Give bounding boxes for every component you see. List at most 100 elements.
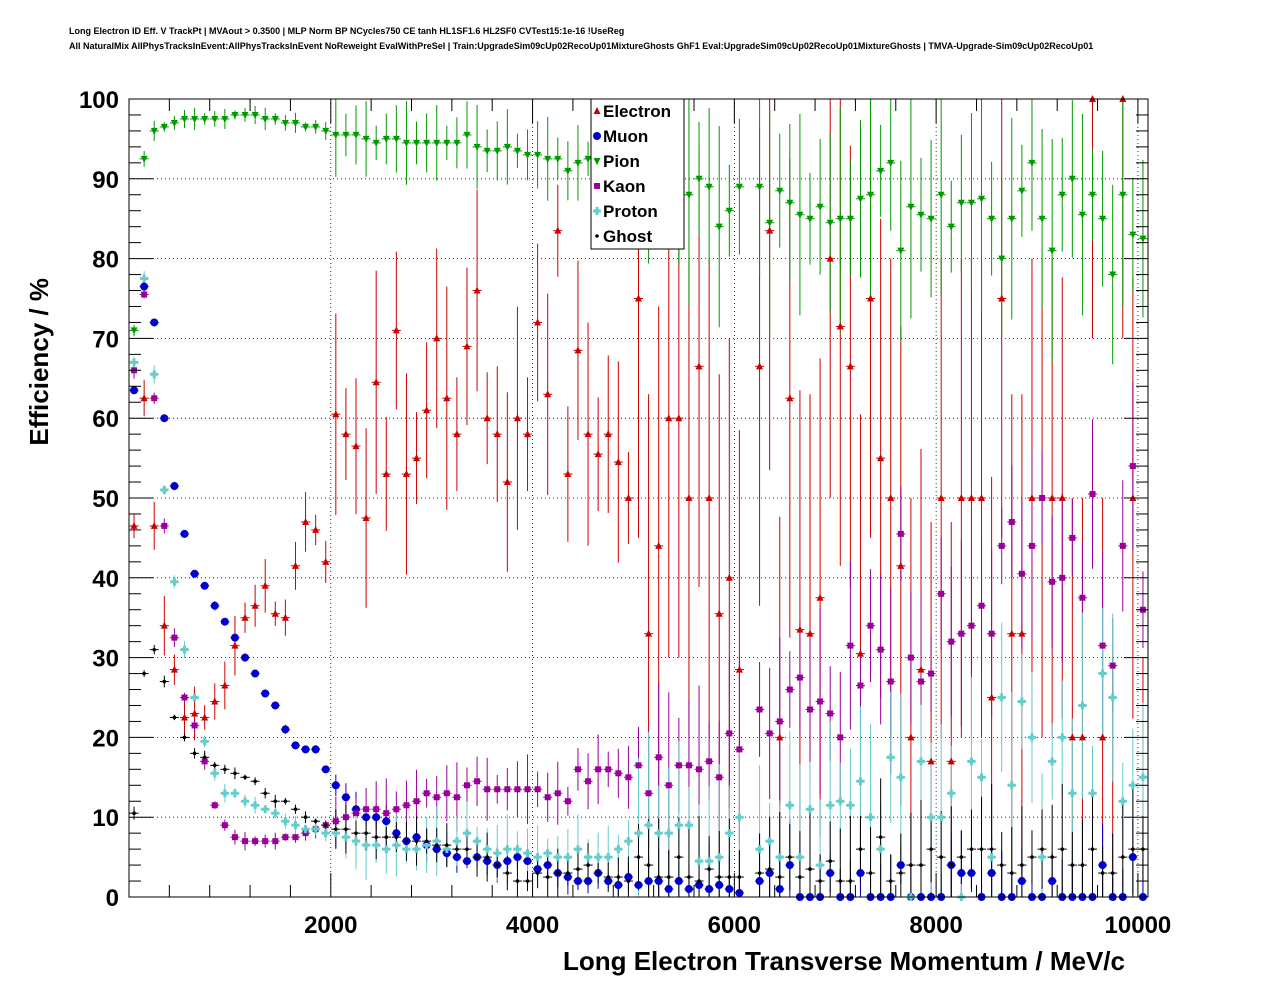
kaon-point: [988, 630, 995, 637]
muon-point: [624, 873, 633, 882]
proton-point: [523, 849, 532, 858]
electron-point: [685, 494, 693, 501]
kaon-point: [948, 638, 955, 645]
proton-point: [836, 797, 845, 806]
proton-point: [806, 805, 815, 814]
muon-point: [563, 873, 572, 882]
proton-point: [876, 845, 885, 854]
proton-point: [563, 853, 572, 862]
proton-point: [644, 821, 653, 830]
pion-point: [150, 127, 158, 135]
proton-point: [775, 853, 784, 862]
ghost-point: [223, 767, 227, 772]
pion-point: [291, 119, 299, 127]
electron-point: [1058, 494, 1066, 501]
ghost-point: [626, 879, 631, 883]
proton-point: [241, 797, 250, 806]
pion-point: [433, 139, 441, 147]
ghost-point: [1131, 847, 1135, 851]
ghost-point: [1009, 871, 1014, 875]
electron-point: [695, 362, 703, 370]
ghost-point: [253, 779, 257, 784]
proton-point: [1098, 669, 1107, 678]
kaon-point: [474, 778, 481, 785]
ghost-point: [263, 791, 268, 796]
kaon-point: [837, 734, 844, 741]
kaon-point: [494, 786, 501, 793]
pion-point: [544, 155, 552, 163]
pion-point: [715, 223, 723, 231]
muon-point: [160, 414, 169, 423]
pion-point: [211, 115, 219, 123]
proton-point: [715, 853, 724, 862]
muon-point: [664, 885, 673, 894]
electron-point: [635, 294, 642, 302]
muon-point: [513, 853, 522, 862]
kaon-point: [665, 782, 672, 789]
ghost-point: [798, 875, 802, 879]
kaon-point: [413, 798, 420, 805]
ghost-point: [434, 843, 439, 847]
pion-point: [856, 195, 864, 203]
muon-point: [967, 869, 976, 878]
ghost-point: [707, 867, 711, 871]
ghost-point: [1050, 855, 1054, 859]
electron-point: [836, 322, 844, 330]
pion-point: [423, 139, 431, 147]
kaon-point: [685, 762, 692, 769]
electron-point: [624, 494, 632, 501]
proton-point: [533, 853, 542, 862]
ghost-point: [212, 763, 217, 768]
kaon-point: [181, 694, 188, 701]
electron-point: [302, 517, 310, 525]
muon-point: [140, 282, 149, 291]
kaon-point: [141, 291, 148, 298]
kaon-point: [211, 802, 218, 809]
pion-point: [1038, 215, 1046, 223]
proton-point: [442, 845, 451, 854]
electron-point: [1008, 629, 1016, 637]
muon-point: [130, 386, 139, 395]
kaon-point: [201, 758, 208, 765]
electron-point: [362, 513, 370, 521]
muon-point: [331, 781, 340, 790]
proton-point: [200, 737, 209, 746]
electron-point: [1078, 733, 1086, 741]
ghost-point: [505, 871, 510, 875]
kaon-point: [726, 730, 733, 737]
pion-point: [836, 215, 844, 223]
ghost-point: [152, 647, 157, 652]
pion-point: [170, 119, 178, 127]
proton-point: [594, 853, 603, 862]
kaon-point: [393, 806, 400, 813]
pion-point: [1119, 191, 1127, 199]
ghost-point: [344, 827, 348, 831]
electron-point: [372, 378, 380, 386]
proton-point: [543, 849, 552, 858]
pion-point: [735, 183, 743, 191]
electron-point: [261, 581, 269, 589]
electron-point: [988, 693, 996, 701]
ghost-point: [1060, 847, 1065, 851]
electron-point: [160, 621, 168, 629]
kaon-point: [716, 774, 723, 781]
y-tick-label: 70: [92, 326, 119, 353]
ghost-point: [334, 827, 338, 831]
pion-point: [261, 115, 269, 123]
ghost-point: [717, 875, 722, 879]
proton-point: [584, 853, 593, 862]
kaon-point: [736, 746, 743, 753]
muon-point: [261, 689, 270, 698]
electron-point: [130, 521, 138, 529]
muon-point: [715, 881, 724, 890]
pion-point: [231, 111, 239, 119]
proton-point: [573, 845, 582, 854]
ghost-point: [495, 863, 500, 867]
legend-kaon-marker: [594, 183, 600, 189]
kaon-point: [867, 622, 874, 629]
electron-point: [1048, 494, 1056, 501]
ghost-point: [445, 843, 449, 847]
muon-point: [654, 877, 663, 886]
electron-point: [645, 629, 653, 637]
electron-point: [927, 757, 935, 765]
